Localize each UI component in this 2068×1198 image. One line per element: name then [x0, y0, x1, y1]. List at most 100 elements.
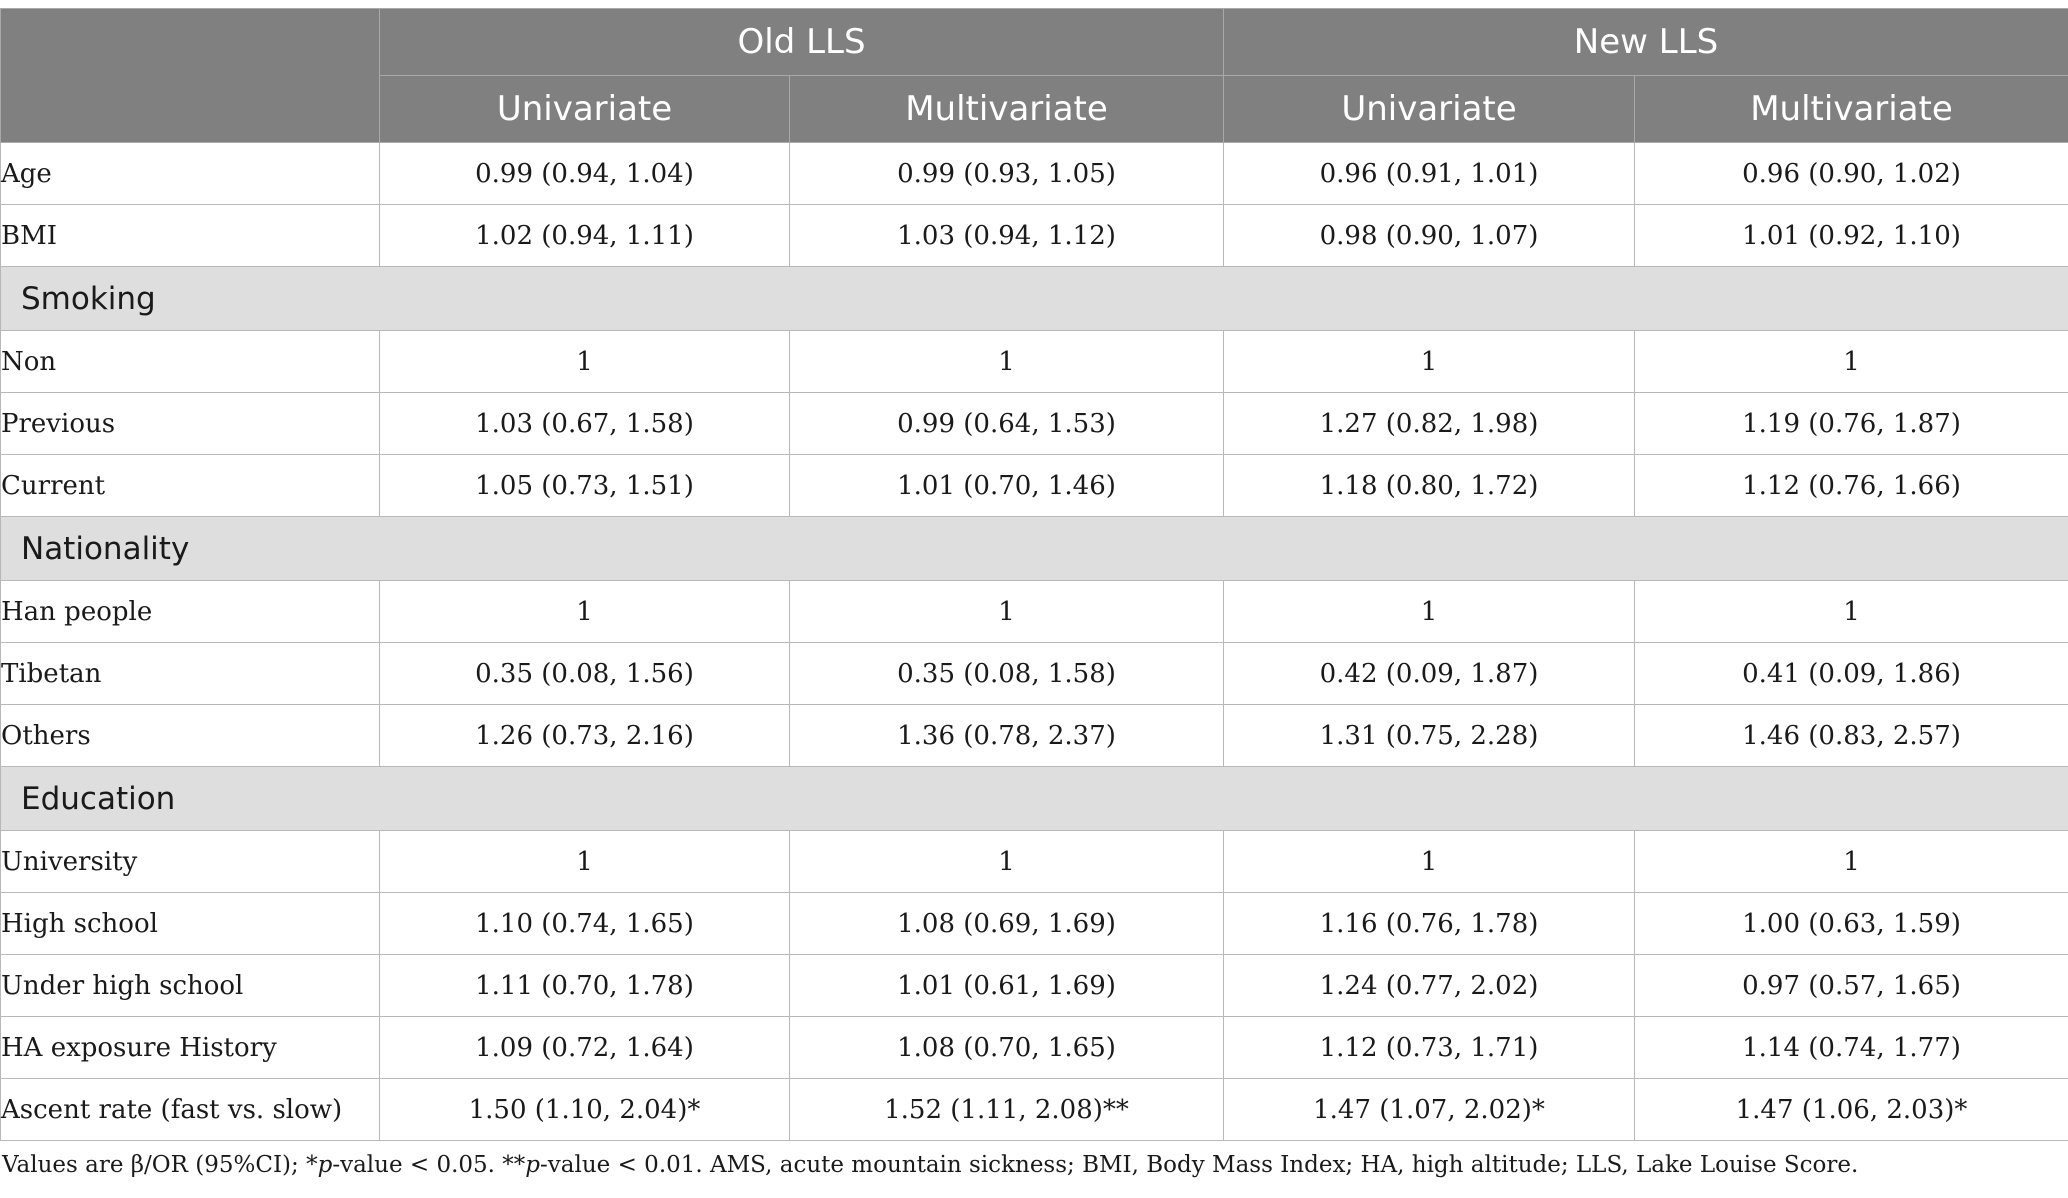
header-old-multivariate: Multivariate: [788, 75, 1225, 143]
row-label: HA exposure History: [0, 1016, 380, 1079]
row-label: Current: [0, 454, 380, 517]
cell-old-multivariate: 1: [788, 330, 1225, 393]
cell-new-multivariate: 1: [1634, 830, 2068, 893]
header-group-new-lls: New LLS: [1223, 8, 2068, 76]
header-blank-cell: [0, 8, 380, 143]
table-row-tibetan: Tibetan 0.35 (0.08, 1.56) 0.35 (0.08, 1.…: [0, 642, 2068, 705]
section-label-nationality: Nationality: [0, 516, 2068, 581]
row-label: Under high school: [0, 954, 380, 1017]
table-container: Old LLS New LLS Univariate Multivariate …: [0, 8, 2068, 1141]
cell-old-univariate: 1: [379, 330, 790, 393]
footnote-p-italic-1: p: [317, 1152, 333, 1178]
table-row-current: Current 1.05 (0.73, 1.51) 1.01 (0.70, 1.…: [0, 454, 2068, 517]
cell-new-univariate: 1.16 (0.76, 1.78): [1223, 892, 1636, 955]
cell-new-univariate: 0.42 (0.09, 1.87): [1223, 642, 1636, 705]
footnote-p-italic-2: p: [525, 1152, 541, 1178]
cell-new-multivariate: 0.97 (0.57, 1.65): [1634, 954, 2068, 1017]
section-row-nationality: Nationality: [0, 516, 2068, 581]
table-row-university: University 1 1 1 1: [0, 830, 2068, 893]
cell-new-univariate: 1.31 (0.75, 2.28): [1223, 704, 1636, 767]
table-row-others: Others 1.26 (0.73, 2.16) 1.36 (0.78, 2.3…: [0, 704, 2068, 767]
table-row-ha-exposure: HA exposure History 1.09 (0.72, 1.64) 1.…: [0, 1016, 2068, 1079]
row-label: BMI: [0, 204, 380, 267]
cell-new-univariate: 1.24 (0.77, 2.02): [1223, 954, 1636, 1017]
cell-new-multivariate: 1.14 (0.74, 1.77): [1634, 1016, 2068, 1079]
cell-new-univariate: 1.27 (0.82, 1.98): [1223, 392, 1636, 455]
section-row-education: Education: [0, 766, 2068, 831]
section-row-smoking: Smoking: [0, 266, 2068, 331]
table-row-age: Age 0.99 (0.94, 1.04) 0.99 (0.93, 1.05) …: [0, 142, 2068, 205]
cell-new-multivariate: 1.12 (0.76, 1.66): [1634, 454, 2068, 517]
header-old-univariate: Univariate: [379, 75, 790, 143]
table-header: Old LLS New LLS Univariate Multivariate …: [0, 8, 2068, 143]
table-row-han: Han people 1 1 1 1: [0, 580, 2068, 643]
cell-old-multivariate: 1: [788, 580, 1225, 643]
table-row-bmi: BMI 1.02 (0.94, 1.11) 1.03 (0.94, 1.12) …: [0, 204, 2068, 267]
cell-new-univariate: 1.18 (0.80, 1.72): [1223, 454, 1636, 517]
row-label: Ascent rate (fast vs. slow): [0, 1078, 380, 1141]
cell-old-multivariate: 1.01 (0.61, 1.69): [788, 954, 1225, 1017]
cell-old-univariate: 1.09 (0.72, 1.64): [379, 1016, 790, 1079]
footnote-text-1: Values are β/OR (95%CI); *: [2, 1152, 318, 1178]
header-new-univariate: Univariate: [1223, 75, 1636, 143]
cell-old-multivariate: 0.35 (0.08, 1.58): [788, 642, 1225, 705]
cell-old-univariate: 1: [379, 830, 790, 893]
table-footnote: Values are β/OR (95%CI); *p-value < 0.05…: [2, 1152, 1858, 1178]
cell-old-multivariate: 1.08 (0.70, 1.65): [788, 1016, 1225, 1079]
cell-old-univariate: 1.02 (0.94, 1.11): [379, 204, 790, 267]
cell-new-univariate: 1: [1223, 330, 1636, 393]
cell-old-multivariate: 1.08 (0.69, 1.69): [788, 892, 1225, 955]
row-label: University: [0, 830, 380, 893]
cell-old-multivariate: 0.99 (0.93, 1.05): [788, 142, 1225, 205]
cell-new-multivariate: 1.19 (0.76, 1.87): [1634, 392, 2068, 455]
cell-new-multivariate: 1.47 (1.06, 2.03)*: [1634, 1078, 2068, 1141]
table-row-under-high-school: Under high school 1.11 (0.70, 1.78) 1.01…: [0, 954, 2068, 1017]
cell-old-univariate: 1.03 (0.67, 1.58): [379, 392, 790, 455]
cell-old-univariate: 1.26 (0.73, 2.16): [379, 704, 790, 767]
footnote-text-3: -value < 0.01. AMS, acute mountain sickn…: [540, 1152, 1859, 1178]
row-label: Non: [0, 330, 380, 393]
cell-old-univariate: 0.35 (0.08, 1.56): [379, 642, 790, 705]
header-sub-row: Univariate Multivariate Univariate Multi…: [1, 75, 2068, 143]
table-row-previous: Previous 1.03 (0.67, 1.58) 0.99 (0.64, 1…: [0, 392, 2068, 455]
header-new-multivariate: Multivariate: [1634, 75, 2068, 143]
cell-new-multivariate: 1.00 (0.63, 1.59): [1634, 892, 2068, 955]
cell-old-multivariate: 1.01 (0.70, 1.46): [788, 454, 1225, 517]
row-label: Age: [0, 142, 380, 205]
row-label: High school: [0, 892, 380, 955]
header-group-old-lls: Old LLS: [378, 8, 1225, 76]
cell-new-multivariate: 0.41 (0.09, 1.86): [1634, 642, 2068, 705]
regression-table: Old LLS New LLS Univariate Multivariate …: [0, 8, 2068, 1141]
cell-old-univariate: 0.99 (0.94, 1.04): [379, 142, 790, 205]
cell-old-univariate: 1.05 (0.73, 1.51): [379, 454, 790, 517]
footnote-text-2: -value < 0.05. **: [332, 1152, 526, 1178]
cell-old-univariate: 1.10 (0.74, 1.65): [379, 892, 790, 955]
table-body: Age 0.99 (0.94, 1.04) 0.99 (0.93, 1.05) …: [0, 142, 2068, 1141]
cell-new-multivariate: 1.46 (0.83, 2.57): [1634, 704, 2068, 767]
section-label-education: Education: [0, 766, 2068, 831]
row-label: Han people: [0, 580, 380, 643]
cell-old-univariate: 1: [379, 580, 790, 643]
row-label: Previous: [0, 392, 380, 455]
cell-old-multivariate: 1: [788, 830, 1225, 893]
cell-old-multivariate: 0.99 (0.64, 1.53): [788, 392, 1225, 455]
header-group-row: Old LLS New LLS: [0, 8, 2068, 143]
cell-new-univariate: 1: [1223, 580, 1636, 643]
row-label: Others: [0, 704, 380, 767]
cell-new-univariate: 0.98 (0.90, 1.07): [1223, 204, 1636, 267]
table-row-high-school: High school 1.10 (0.74, 1.65) 1.08 (0.69…: [0, 892, 2068, 955]
table-row-non: Non 1 1 1 1: [0, 330, 2068, 393]
cell-old-multivariate: 1.36 (0.78, 2.37): [788, 704, 1225, 767]
table-row-ascent-rate: Ascent rate (fast vs. slow) 1.50 (1.10, …: [0, 1078, 2068, 1141]
cell-new-univariate: 1.12 (0.73, 1.71): [1223, 1016, 1636, 1079]
cell-new-multivariate: 0.96 (0.90, 1.02): [1634, 142, 2068, 205]
cell-new-univariate: 1: [1223, 830, 1636, 893]
section-label-smoking: Smoking: [0, 266, 2068, 331]
cell-new-multivariate: 1.01 (0.92, 1.10): [1634, 204, 2068, 267]
row-label: Tibetan: [0, 642, 380, 705]
cell-new-multivariate: 1: [1634, 330, 2068, 393]
cell-old-univariate: 1.11 (0.70, 1.78): [379, 954, 790, 1017]
cell-new-univariate: 1.47 (1.07, 2.02)*: [1223, 1078, 1636, 1141]
cell-new-univariate: 0.96 (0.91, 1.01): [1223, 142, 1636, 205]
cell-old-multivariate: 1.52 (1.11, 2.08)**: [788, 1078, 1225, 1141]
